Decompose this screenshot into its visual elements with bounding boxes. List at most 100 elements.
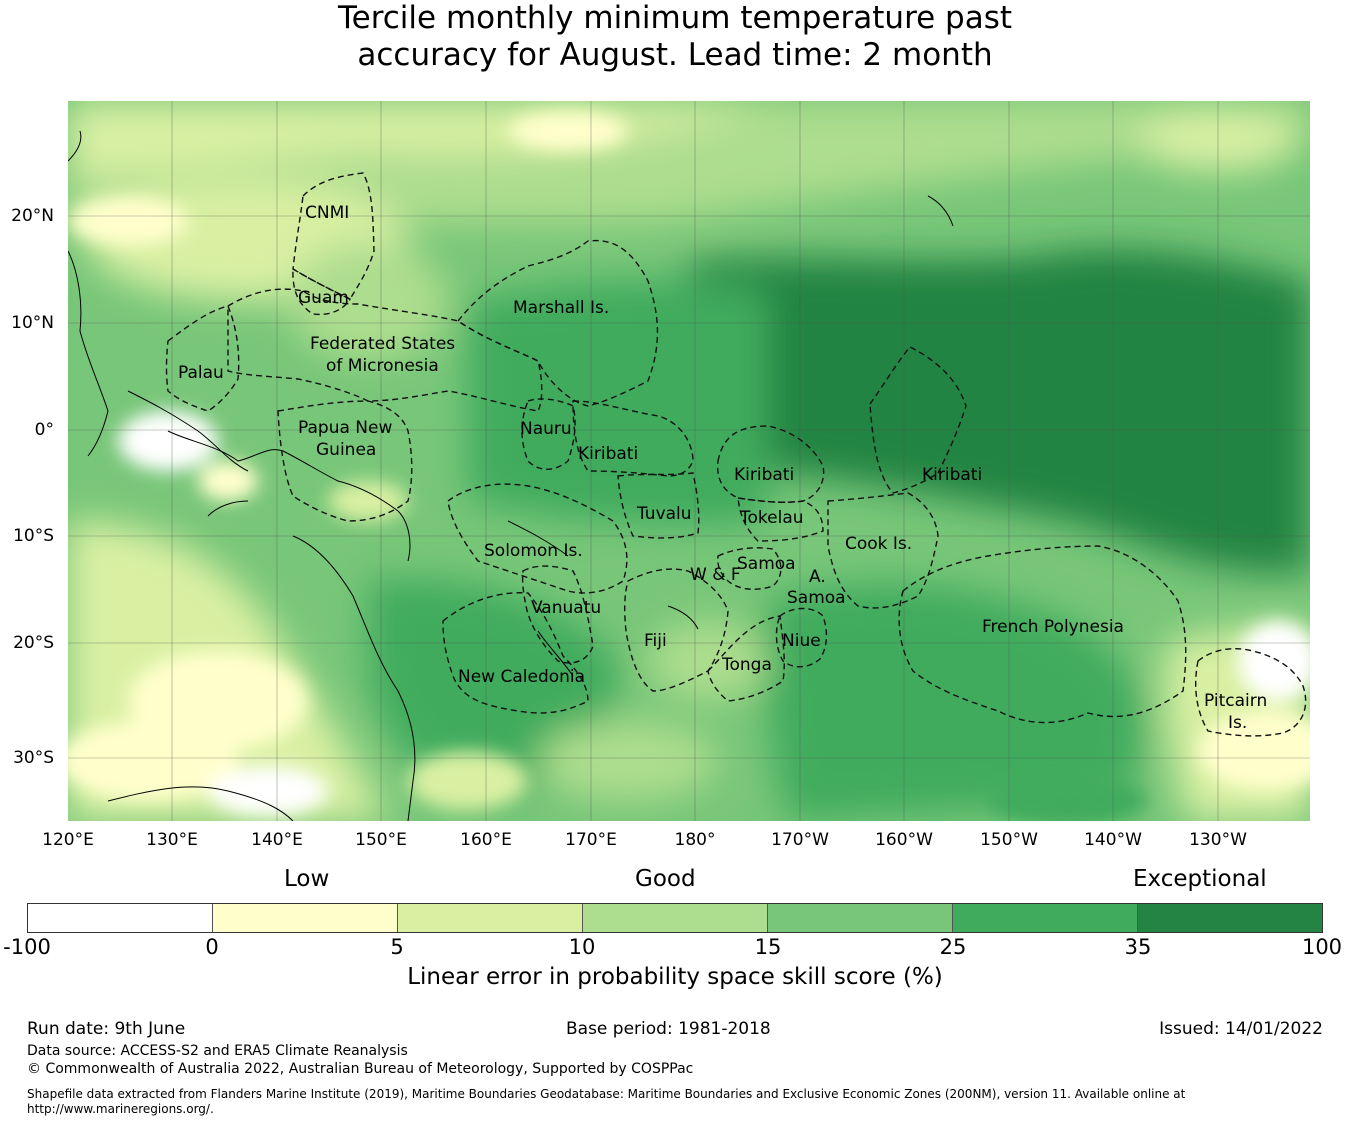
x-tick: 180° xyxy=(674,830,716,850)
label-solomon: Solomon Is. xyxy=(484,541,583,561)
eez-cnmi xyxy=(292,172,375,300)
eez-tonga xyxy=(707,615,785,702)
y-tick: 20°N xyxy=(11,206,54,226)
shapefile-credit-2: http://www.marineregions.org/. xyxy=(27,1102,214,1116)
colorbar-label: Linear error in probability space skill … xyxy=(407,964,943,990)
title-line-1: Tercile monthly minimum temperature past xyxy=(337,0,1013,36)
label-wallis-futuna: W & F xyxy=(690,565,741,585)
x-tick: 160°W xyxy=(875,830,933,850)
x-tick: 120°E xyxy=(42,830,94,850)
coastlines xyxy=(68,130,954,821)
colorbar-segment xyxy=(583,904,768,932)
colorbar-tick: 10 xyxy=(568,935,596,959)
skill-field-detail xyxy=(68,111,1310,821)
eez-guam xyxy=(292,267,351,316)
y-tick: 20°S xyxy=(13,633,54,653)
label-png-1: Papua New xyxy=(298,418,392,438)
label-french-polynesia: French Polynesia xyxy=(982,617,1124,637)
x-tick: 130°E xyxy=(146,830,198,850)
eez-tokelau xyxy=(737,497,824,542)
colorbar-segment xyxy=(1138,904,1322,932)
colorbar-segment xyxy=(768,904,953,932)
legend-category-low: Low xyxy=(284,866,330,892)
colorbar-segment xyxy=(398,904,583,932)
colorbar xyxy=(27,903,1323,933)
label-new-caledonia: New Caledonia xyxy=(458,667,585,687)
label-nauru: Nauru xyxy=(520,419,572,439)
colorbar-tick: 0 xyxy=(205,935,219,959)
label-palau: Palau xyxy=(178,363,224,383)
colorbar-tick: 35 xyxy=(1124,935,1152,959)
skill-map: CNMI Guam Marshall Is. Federated States … xyxy=(68,101,1310,821)
colorbar-tick: 15 xyxy=(754,935,782,959)
eez-cook xyxy=(827,492,939,609)
label-tuvalu: Tuvalu xyxy=(636,504,692,524)
label-cook: Cook Is. xyxy=(845,534,912,554)
eez-palau xyxy=(165,305,240,412)
map-svg: CNMI Guam Marshall Is. Federated States … xyxy=(68,101,1310,821)
base-period: Base period: 1981-2018 xyxy=(566,1019,771,1039)
label-cnmi: CNMI xyxy=(305,203,349,223)
label-png-2: Guinea xyxy=(316,440,376,460)
y-tick: 10°S xyxy=(13,526,54,546)
y-tick: 10°N xyxy=(11,313,54,333)
x-tick: 160°E xyxy=(460,830,512,850)
colorbar-segment xyxy=(953,904,1138,932)
label-fsm-2: of Micronesia xyxy=(326,356,439,376)
eez-marshall xyxy=(456,239,659,407)
colorbar-tick: -100 xyxy=(3,935,51,959)
x-tick: 170°E xyxy=(565,830,617,850)
label-guam: Guam xyxy=(298,288,349,308)
x-tick: 170°W xyxy=(771,830,829,850)
graticule xyxy=(68,101,1310,821)
eez-niue xyxy=(775,607,828,668)
eez-kiribati-west xyxy=(572,400,694,477)
colorbar-tick: 5 xyxy=(390,935,404,959)
colorbar-segment xyxy=(213,904,398,932)
label-tokelau: Tokelau xyxy=(739,508,804,528)
eez-fsm xyxy=(227,288,543,412)
eez-french-polynesia xyxy=(898,545,1187,724)
y-tick: 0° xyxy=(34,420,54,440)
label-am-samoa-2: Samoa xyxy=(787,588,846,608)
label-kiribati-west: Kiribati xyxy=(578,444,638,464)
label-kiribati-central: Kiribati xyxy=(734,465,794,485)
eez-png xyxy=(277,400,413,522)
eez-nauru xyxy=(521,398,576,470)
eez-new-caledonia xyxy=(442,592,589,714)
shapefile-credit-1: Shapefile data extracted from Flanders M… xyxy=(27,1087,1186,1101)
eez-samoa xyxy=(717,547,782,590)
label-vanuatu: Vanuatu xyxy=(531,598,601,618)
region-labels: CNMI Guam Marshall Is. Federated States … xyxy=(178,203,1267,733)
x-tick: 140°E xyxy=(251,830,303,850)
y-tick: 30°S xyxy=(13,748,54,768)
eez-solomon xyxy=(447,483,628,594)
legend-category-good: Good xyxy=(635,866,696,892)
copyright: © Commonwealth of Australia 2022, Austra… xyxy=(27,1061,694,1077)
label-am-samoa-1: A. xyxy=(809,567,826,587)
x-tick: 150°E xyxy=(355,830,407,850)
label-tonga: Tonga xyxy=(721,655,772,675)
issued-date: Issued: 14/01/2022 xyxy=(1159,1019,1323,1039)
eez-boundaries xyxy=(165,172,1307,737)
colorbar-tick: 25 xyxy=(939,935,967,959)
label-pitcairn-1: Pitcairn xyxy=(1204,691,1267,711)
x-tick: 140°W xyxy=(1084,830,1142,850)
run-date: Run date: 9th June xyxy=(27,1019,186,1039)
label-pitcairn-2: Is. xyxy=(1228,713,1247,733)
legend-category-exceptional: Exceptional xyxy=(1133,866,1267,892)
eez-vanuatu xyxy=(521,565,594,664)
title-line-2: accuracy for August. Lead time: 2 month xyxy=(357,37,993,73)
data-source: Data source: ACCESS-S2 and ERA5 Climate … xyxy=(27,1043,408,1059)
label-niue: Niue xyxy=(782,631,821,651)
colorbar-tick: 100 xyxy=(1301,935,1343,959)
label-kiribati-east: Kiribati xyxy=(922,465,982,485)
x-tick: 130°W xyxy=(1189,830,1247,850)
x-tick: 150°W xyxy=(980,830,1038,850)
label-marshall: Marshall Is. xyxy=(513,298,609,318)
label-samoa: Samoa xyxy=(737,554,796,574)
chart-title: Tercile monthly minimum temperature past… xyxy=(0,0,1350,74)
colorbar-segment xyxy=(28,904,213,932)
label-fsm-1: Federated States xyxy=(310,334,455,354)
label-fiji: Fiji xyxy=(644,631,667,651)
